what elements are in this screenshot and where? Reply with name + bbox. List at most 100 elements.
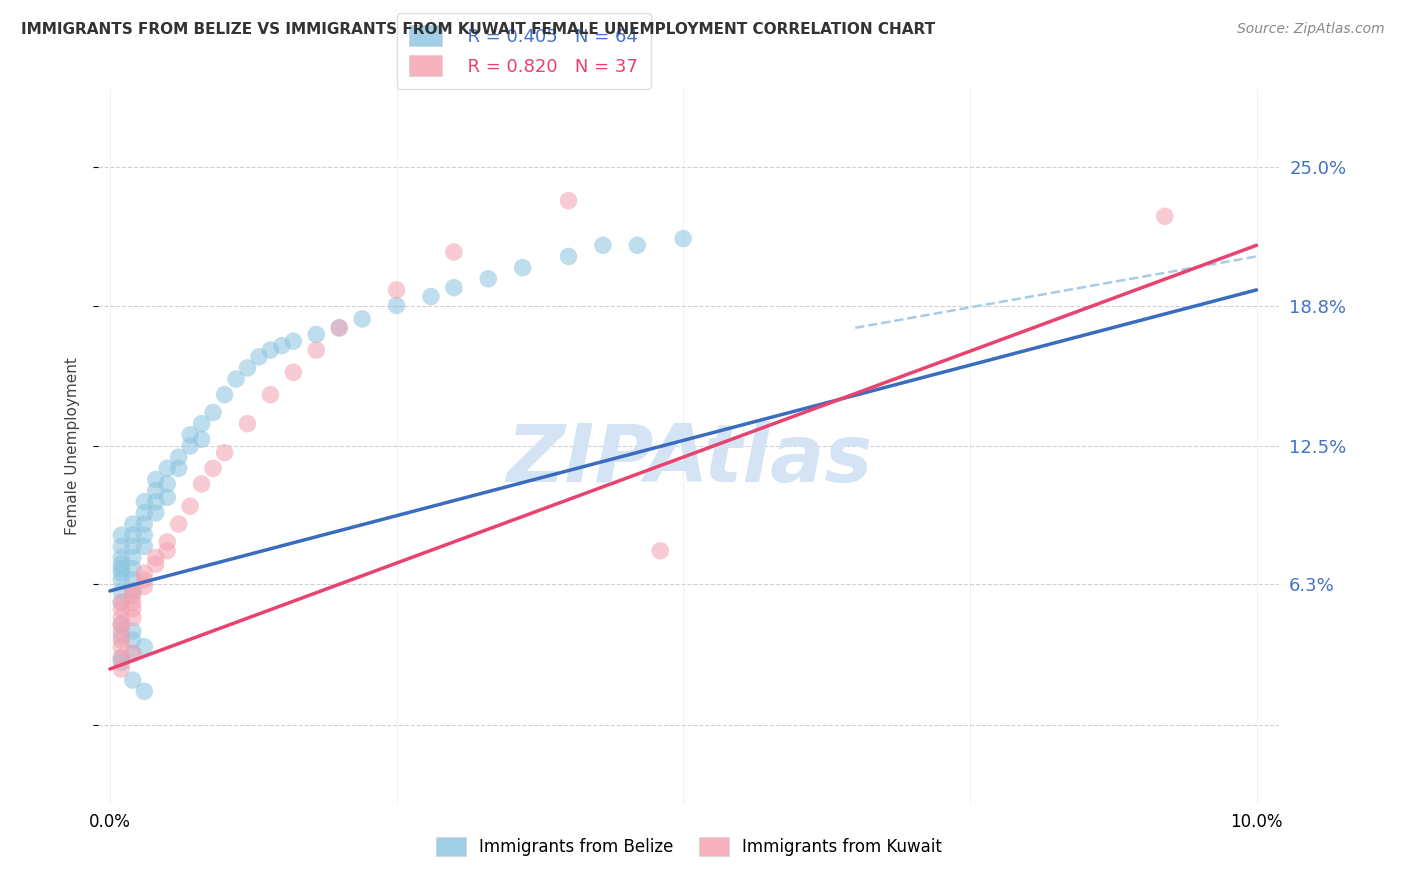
- Point: [110, 655, 132, 669]
- Point: [190, 432, 212, 446]
- Point: [121, 624, 143, 639]
- Point: [259, 343, 281, 357]
- Point: [110, 640, 132, 654]
- Point: [121, 601, 143, 615]
- Point: [110, 633, 132, 648]
- Point: [179, 499, 201, 513]
- Point: [110, 651, 132, 665]
- Point: [592, 238, 614, 252]
- Point: [202, 405, 225, 419]
- Point: [110, 528, 132, 542]
- Point: [134, 528, 156, 542]
- Point: [156, 461, 179, 475]
- Point: [145, 472, 167, 486]
- Point: [121, 646, 143, 660]
- Point: [259, 387, 281, 401]
- Point: [214, 445, 236, 459]
- Text: ZIPAtlas: ZIPAtlas: [506, 421, 872, 500]
- Point: [110, 550, 132, 565]
- Point: [121, 595, 143, 609]
- Point: [110, 595, 132, 609]
- Point: [385, 298, 408, 312]
- Point: [134, 684, 156, 698]
- Point: [443, 280, 465, 294]
- Point: [110, 557, 132, 571]
- Point: [156, 543, 179, 558]
- Point: [167, 516, 190, 531]
- Point: [121, 516, 143, 531]
- Point: [328, 320, 350, 334]
- Point: [110, 610, 132, 624]
- Point: [121, 583, 143, 598]
- Point: [156, 476, 179, 491]
- Point: [214, 387, 236, 401]
- Point: [225, 372, 247, 386]
- Point: [121, 573, 143, 587]
- Point: [134, 573, 156, 587]
- Point: [1153, 209, 1175, 223]
- Point: [247, 350, 270, 364]
- Point: [557, 194, 579, 208]
- Point: [179, 439, 201, 453]
- Point: [134, 539, 156, 553]
- Point: [283, 365, 305, 379]
- Text: Source: ZipAtlas.com: Source: ZipAtlas.com: [1237, 22, 1385, 37]
- Legend: Immigrants from Belize, Immigrants from Kuwait: Immigrants from Belize, Immigrants from …: [426, 827, 952, 866]
- Point: [145, 550, 167, 565]
- Point: [672, 231, 695, 245]
- Point: [121, 610, 143, 624]
- Point: [305, 343, 328, 357]
- Point: [650, 543, 672, 558]
- Text: IMMIGRANTS FROM BELIZE VS IMMIGRANTS FROM KUWAIT FEMALE UNEMPLOYMENT CORRELATION: IMMIGRANTS FROM BELIZE VS IMMIGRANTS FRO…: [21, 22, 935, 37]
- Point: [236, 360, 259, 375]
- Point: [134, 506, 156, 520]
- Point: [121, 562, 143, 576]
- Point: [156, 490, 179, 504]
- Point: [190, 476, 212, 491]
- Point: [236, 417, 259, 431]
- Point: [156, 534, 179, 549]
- Point: [110, 617, 132, 632]
- Point: [145, 494, 167, 508]
- Point: [134, 494, 156, 508]
- Point: [352, 311, 374, 326]
- Point: [110, 595, 132, 609]
- Point: [110, 601, 132, 615]
- Point: [110, 624, 132, 639]
- Point: [305, 327, 328, 342]
- Point: [477, 271, 499, 285]
- Point: [110, 628, 132, 642]
- Point: [134, 566, 156, 580]
- Point: [270, 338, 292, 352]
- Point: [121, 633, 143, 648]
- Point: [121, 550, 143, 565]
- Point: [167, 461, 190, 475]
- Point: [121, 583, 143, 598]
- Point: [121, 528, 143, 542]
- Point: [283, 334, 305, 348]
- Point: [134, 640, 156, 654]
- Point: [512, 260, 534, 275]
- Point: [557, 249, 579, 263]
- Point: [328, 320, 350, 334]
- Point: [190, 417, 212, 431]
- Point: [202, 461, 225, 475]
- Point: [121, 589, 143, 603]
- Point: [121, 646, 143, 660]
- Point: [145, 483, 167, 498]
- Point: [145, 506, 167, 520]
- Y-axis label: Female Unemployment: Female Unemployment: [65, 357, 80, 535]
- Point: [167, 450, 190, 464]
- Point: [179, 427, 201, 442]
- Point: [110, 562, 132, 576]
- Point: [110, 617, 132, 632]
- Point: [443, 244, 465, 259]
- Point: [145, 557, 167, 571]
- Point: [110, 566, 132, 580]
- Point: [110, 583, 132, 598]
- Point: [121, 539, 143, 553]
- Point: [626, 238, 648, 252]
- Point: [121, 673, 143, 687]
- Point: [110, 573, 132, 587]
- Point: [110, 662, 132, 676]
